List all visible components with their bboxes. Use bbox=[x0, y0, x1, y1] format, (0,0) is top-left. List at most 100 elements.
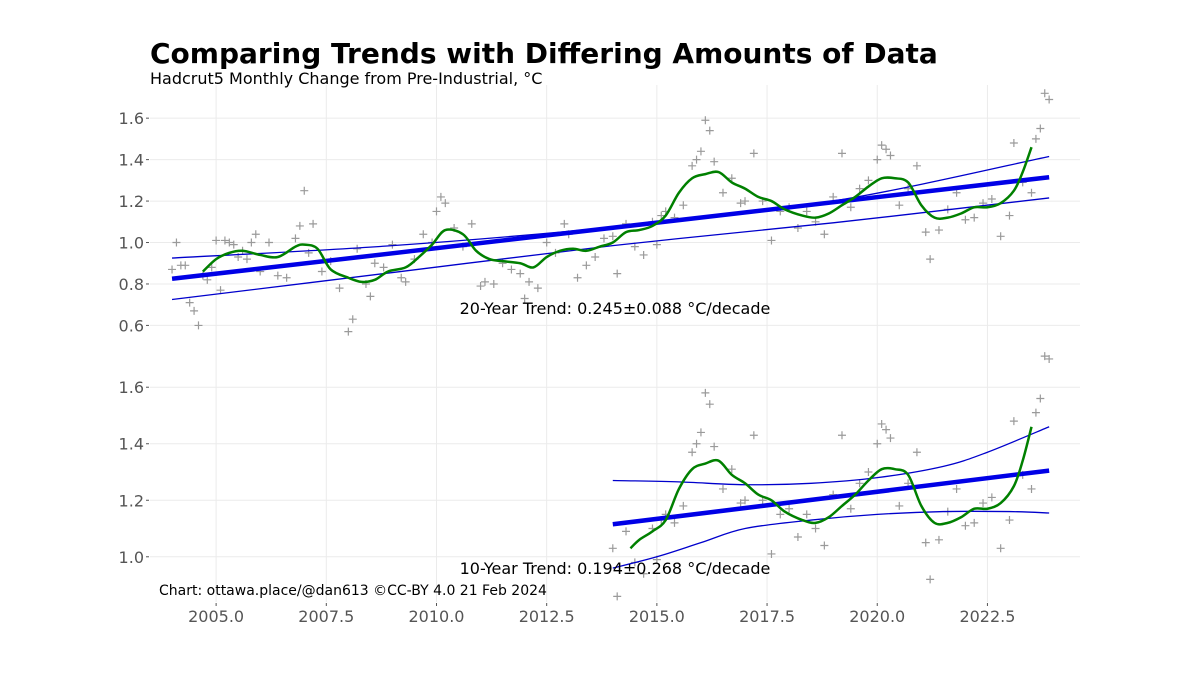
data-point-top-45 bbox=[432, 207, 441, 216]
data-point-top-72 bbox=[639, 250, 648, 259]
y-tick-label-top-3: 1.2 bbox=[119, 192, 144, 211]
data-point-top-21 bbox=[265, 238, 274, 247]
data-point-top-110 bbox=[921, 228, 930, 237]
data-point-bottom-35 bbox=[873, 439, 882, 448]
data-point-top-85 bbox=[718, 188, 727, 197]
data-point-top-118 bbox=[987, 194, 996, 203]
data-point-top-74 bbox=[652, 240, 661, 249]
data-point-bottom-32 bbox=[846, 504, 855, 513]
y-tick-label-top-5: 1.6 bbox=[119, 109, 144, 128]
data-point-bottom-50 bbox=[987, 493, 996, 502]
data-point-bottom-42 bbox=[921, 538, 930, 547]
data-point-top-99 bbox=[837, 149, 846, 158]
x-tick-label-3: 2012.5 bbox=[519, 607, 575, 626]
data-point-top-111 bbox=[926, 255, 935, 264]
data-point-top-36 bbox=[366, 292, 375, 301]
y-tick-label-bottom-3: 1.6 bbox=[119, 378, 144, 397]
data-point-bottom-10 bbox=[679, 501, 688, 510]
data-point-top-107 bbox=[895, 201, 904, 210]
data-point-bottom-21 bbox=[749, 431, 758, 440]
data-point-top-29 bbox=[317, 267, 326, 276]
data-point-top-81 bbox=[696, 147, 705, 156]
data-point-top-6 bbox=[194, 321, 203, 330]
data-point-bottom-15 bbox=[705, 400, 714, 409]
data-point-bottom-34 bbox=[864, 468, 873, 476]
data-point-bottom-31 bbox=[837, 431, 846, 440]
data-point-bottom-38 bbox=[886, 434, 895, 443]
data-point-top-104 bbox=[877, 141, 886, 150]
data-point-top-11 bbox=[216, 286, 225, 295]
data-point-top-53 bbox=[489, 279, 498, 288]
x-tick-label-6: 2020.0 bbox=[849, 607, 905, 626]
data-point-top-120 bbox=[1005, 211, 1014, 220]
data-point-top-19 bbox=[251, 230, 260, 239]
data-point-top-69 bbox=[613, 269, 622, 278]
data-point-top-88 bbox=[741, 197, 750, 206]
data-point-bottom-23 bbox=[767, 549, 776, 558]
data-point-top-112 bbox=[934, 226, 943, 235]
data-point-top-33 bbox=[348, 315, 357, 324]
data-point-bottom-17 bbox=[718, 484, 727, 493]
data-point-bottom-59 bbox=[1045, 354, 1054, 363]
data-point-bottom-33 bbox=[855, 479, 864, 488]
data-point-top-89 bbox=[749, 149, 758, 158]
data-point-top-50 bbox=[467, 219, 476, 228]
data-point-top-127 bbox=[1045, 95, 1054, 104]
data-point-top-12 bbox=[220, 236, 229, 245]
data-point-top-79 bbox=[688, 161, 697, 170]
data-point-bottom-46 bbox=[952, 484, 961, 493]
data-point-top-124 bbox=[1031, 134, 1040, 143]
data-point-top-87 bbox=[736, 199, 745, 208]
data-point-top-94 bbox=[793, 224, 802, 233]
ci-upper-line-bottom bbox=[612, 426, 1050, 486]
y-tick-label-top-1: 0.8 bbox=[119, 275, 144, 294]
y-tick-label-top-4: 1.4 bbox=[119, 151, 144, 170]
data-point-top-59 bbox=[533, 284, 542, 293]
chart-title: Comparing Trends with Differing Amounts … bbox=[150, 37, 938, 70]
smooth-line-bottom bbox=[629, 426, 1033, 550]
data-point-top-105 bbox=[882, 145, 891, 154]
data-point-top-95 bbox=[802, 207, 811, 216]
data-point-bottom-58 bbox=[1040, 352, 1049, 361]
data-point-top-119 bbox=[996, 232, 1005, 241]
data-point-top-78 bbox=[679, 201, 688, 210]
data-point-top-101 bbox=[855, 184, 864, 193]
data-point-top-14 bbox=[229, 240, 238, 249]
data-point-top-100 bbox=[846, 203, 855, 212]
data-point-top-58 bbox=[525, 277, 534, 286]
data-point-top-116 bbox=[970, 213, 979, 222]
data-point-top-62 bbox=[560, 219, 569, 228]
data-point-top-75 bbox=[657, 211, 666, 220]
data-point-bottom-13 bbox=[696, 428, 705, 437]
trend-line-bottom bbox=[612, 468, 1050, 527]
x-tick-label-2: 2010.0 bbox=[409, 607, 465, 626]
y-tick-label-top-0: 0.6 bbox=[119, 316, 144, 335]
data-point-top-125 bbox=[1036, 124, 1045, 133]
data-point-bottom-53 bbox=[1009, 417, 1018, 426]
data-point-bottom-56 bbox=[1031, 408, 1040, 417]
data-point-bottom-39 bbox=[895, 501, 904, 510]
data-point-top-109 bbox=[912, 161, 921, 170]
data-point-top-9 bbox=[207, 263, 216, 272]
chart-credit: Chart: ottawa.place/@dan613 ©CC-BY 4.0 2… bbox=[159, 583, 547, 599]
data-point-bottom-44 bbox=[934, 535, 943, 544]
data-point-top-4 bbox=[185, 298, 194, 307]
chart-subtitle: Hadcrut5 Monthly Change from Pre-Industr… bbox=[150, 69, 542, 88]
data-point-top-83 bbox=[705, 126, 714, 135]
data-point-bottom-27 bbox=[802, 510, 811, 519]
data-point-top-25 bbox=[295, 221, 304, 230]
data-point-top-55 bbox=[507, 265, 516, 274]
data-point-top-3 bbox=[181, 261, 190, 270]
data-point-bottom-1 bbox=[613, 592, 622, 601]
data-point-top-67 bbox=[599, 234, 608, 243]
data-point-top-82 bbox=[701, 116, 710, 125]
data-point-top-102 bbox=[864, 176, 873, 185]
data-point-top-57 bbox=[520, 294, 529, 303]
data-point-bottom-52 bbox=[1005, 516, 1014, 525]
data-point-top-18 bbox=[247, 238, 256, 247]
x-tick-label-4: 2015.0 bbox=[629, 607, 685, 626]
ci-lower-line-bottom bbox=[612, 510, 1050, 569]
data-point-top-1 bbox=[172, 238, 181, 247]
data-point-top-121 bbox=[1009, 139, 1018, 148]
